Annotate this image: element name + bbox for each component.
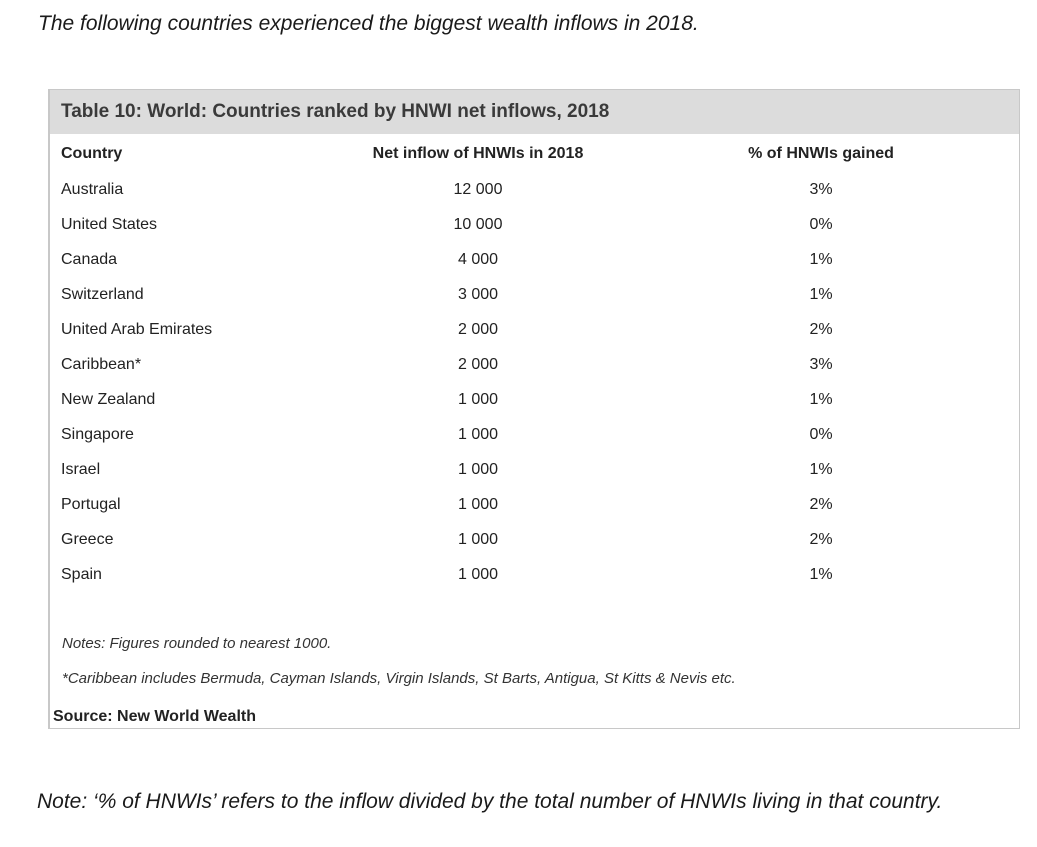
header-pct-label: % of HNWIs gained — [748, 145, 894, 162]
cell-pct-value: 1% — [809, 286, 833, 303]
cell-inflow-value: 2 000 — [457, 321, 499, 338]
cell-pct-value: 2% — [809, 531, 833, 548]
table-row: Greece 1 000 2% — [50, 522, 1019, 557]
cell-pct-value: 0% — [809, 426, 833, 443]
cell-country: Canada — [61, 251, 118, 268]
cell-country: Switzerland — [61, 286, 144, 303]
cell-pct-value: 1% — [809, 251, 833, 268]
table-row: Israel 1 000 1% — [50, 452, 1019, 487]
cell-pct-value: 2% — [809, 321, 833, 338]
cell-inflow-value: 12 000 — [453, 181, 503, 198]
table-note-rounding: Notes: Figures rounded to nearest 1000. — [62, 635, 332, 652]
table-row: Portugal 1 000 2% — [50, 487, 1019, 522]
table-row: United States 10 000 0% — [50, 207, 1019, 242]
cell-country: Israel — [61, 461, 101, 478]
table-row: Canada 4 000 1% — [50, 242, 1019, 277]
cell-inflow-value: 3 000 — [457, 286, 499, 303]
table-header-row: Country Net inflow of HNWIs in 2018 % of… — [50, 136, 1019, 172]
cell-inflow-value: 2 000 — [457, 356, 499, 373]
cell-pct-value: 1% — [809, 391, 833, 408]
cell-country: United States — [61, 216, 158, 233]
cell-country: Caribbean* — [61, 356, 142, 373]
footnote-text: Note: ‘% of HNWIs’ refers to the inflow … — [37, 790, 943, 813]
cell-inflow-value: 4 000 — [457, 251, 499, 268]
table-body: Australia 12 000 3% United States 10 000 0% Ca… — [50, 172, 1019, 592]
table-row: Singapore 1 000 0% — [50, 417, 1019, 452]
table-title: Table 10: World: Countries ranked by HNW… — [61, 101, 610, 122]
cell-pct-value: 3% — [809, 181, 833, 198]
cell-inflow-value: 1 000 — [457, 496, 499, 513]
cell-country: Singapore — [61, 426, 134, 443]
intro-text: The following countries experienced the … — [38, 12, 699, 35]
data-table: Country Net inflow of HNWIs in 2018 % of… — [50, 136, 1019, 592]
cell-pct-value: 0% — [809, 216, 833, 233]
cell-country: Portugal — [61, 496, 121, 513]
table-row: Switzerland 3 000 1% — [50, 277, 1019, 312]
header-inflow-label: Net inflow of HNWIs in 2018 — [372, 145, 584, 162]
cell-inflow-value: 1 000 — [457, 531, 499, 548]
table-row: Caribbean* 2 000 3% — [50, 347, 1019, 382]
cell-inflow-value: 1 000 — [457, 461, 499, 478]
table-title-bar: Table 10: World: Countries ranked by HNW… — [50, 90, 1019, 134]
table-source: Source: New World Wealth — [53, 708, 256, 725]
table-note-caribbean: *Caribbean includes Bermuda, Cayman Isla… — [62, 670, 736, 687]
cell-inflow-value: 1 000 — [457, 566, 499, 583]
cell-country: United Arab Emirates — [61, 321, 213, 338]
table-row: Spain 1 000 1% — [50, 557, 1019, 592]
table-row: New Zealand 1 000 1% — [50, 382, 1019, 417]
cell-pct-value: 1% — [809, 461, 833, 478]
cell-pct-value: 2% — [809, 496, 833, 513]
cell-pct-value: 3% — [809, 356, 833, 373]
cell-country: Australia — [61, 181, 124, 198]
cell-inflow-value: 1 000 — [457, 391, 499, 408]
cell-inflow-value: 10 000 — [453, 216, 503, 233]
header-country: Country — [61, 145, 123, 162]
table-row: Australia 12 000 3% — [50, 172, 1019, 207]
hnwi-inflows-table: Table 10: World: Countries ranked by HNW… — [48, 89, 1020, 729]
cell-country: Spain — [61, 566, 102, 583]
cell-pct-value: 1% — [809, 566, 833, 583]
cell-inflow-value: 1 000 — [457, 426, 499, 443]
cell-country: New Zealand — [61, 391, 156, 408]
table-row: United Arab Emirates 2 000 2% — [50, 312, 1019, 347]
cell-country: Greece — [61, 531, 114, 548]
